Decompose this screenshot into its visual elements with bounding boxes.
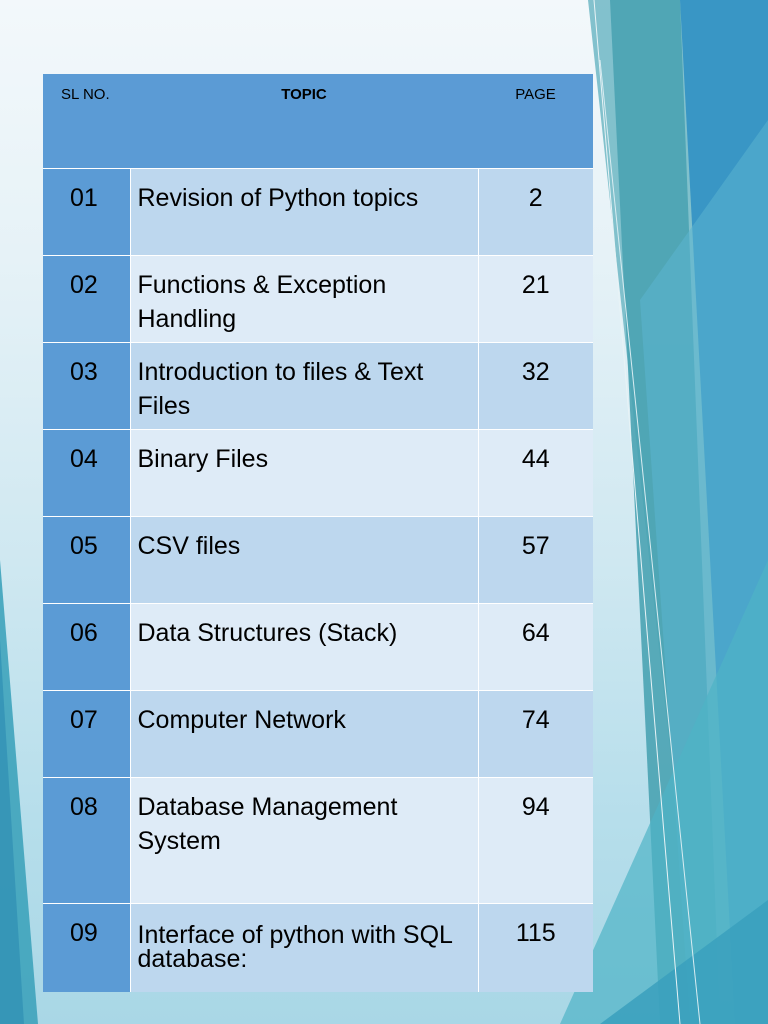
table-row: 09 Interface of python with SQL database…: [43, 903, 593, 992]
row-page: 57: [477, 516, 593, 604]
row-sl-no: 02: [43, 255, 130, 343]
row-page: 44: [477, 429, 593, 517]
left-facet-light: [0, 640, 24, 1024]
table-of-contents: SL NO. TOPIC PAGE 01 Revision of Python …: [43, 74, 593, 992]
row-topic: Introduction to files & Text Files: [129, 342, 478, 430]
table-row: 03 Introduction to files & Text Files 32: [43, 342, 593, 430]
row-topic: Functions & Exception Handling: [129, 255, 478, 343]
header-sl-no: SL NO.: [43, 74, 130, 169]
row-page: 2: [477, 168, 593, 256]
table-row: 07 Computer Network 74: [43, 690, 593, 778]
row-topic: Interface of python with SQL database:: [129, 903, 478, 992]
table-row: 06 Data Structures (Stack) 64: [43, 603, 593, 691]
row-sl-no: 03: [43, 342, 130, 430]
table-row: 04 Binary Files 44: [43, 429, 593, 517]
table-row: 05 CSV files 57: [43, 516, 593, 604]
thin-line-1: [593, 0, 681, 1024]
table-row: 08 Database Management System 94: [43, 777, 593, 904]
row-page: 21: [477, 255, 593, 343]
row-topic: Computer Network: [129, 690, 478, 778]
header-row: SL NO. TOPIC PAGE: [43, 74, 593, 169]
row-page: 94: [477, 777, 593, 904]
header-topic: TOPIC: [130, 74, 478, 169]
row-page: 32: [477, 342, 593, 430]
row-page: 64: [477, 603, 593, 691]
row-sl-no: 01: [43, 168, 130, 256]
row-sl-no: 06: [43, 603, 130, 691]
row-topic: Data Structures (Stack): [129, 603, 478, 691]
row-sl-no: 05: [43, 516, 130, 604]
row-topic: CSV files: [129, 516, 478, 604]
row-topic: Binary Files: [129, 429, 478, 517]
row-page: 74: [477, 690, 593, 778]
table-row: 01 Revision of Python topics 2: [43, 168, 593, 256]
row-sl-no: 07: [43, 690, 130, 778]
thin-line-2: [599, 59, 701, 1024]
row-topic: Revision of Python topics: [129, 168, 478, 256]
header-page: PAGE: [478, 74, 593, 169]
row-sl-no: 09: [43, 903, 130, 992]
bottom-facet: [600, 900, 768, 1024]
row-page: 115: [477, 903, 593, 992]
right-facet-5: [560, 560, 768, 1024]
row-topic: Database Management System: [129, 777, 478, 904]
row-sl-no: 04: [43, 429, 130, 517]
table-row: 02 Functions & Exception Handling 21: [43, 255, 593, 343]
row-sl-no: 08: [43, 777, 130, 904]
